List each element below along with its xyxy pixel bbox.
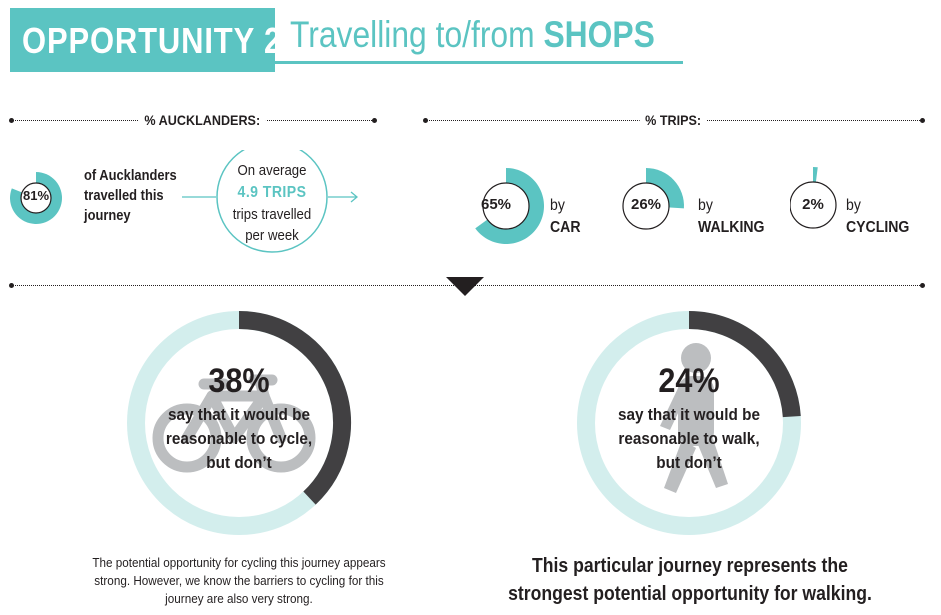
aucklanders-donut <box>10 172 63 224</box>
aucklanders-text-line: journey <box>84 207 131 224</box>
trips-walking-donut <box>622 168 684 230</box>
trips-car-by: by <box>550 197 565 214</box>
trips-cycling-label: by CYCLING <box>846 194 918 238</box>
cycle-note-line: The potential opportunity for cycling th… <box>92 555 386 570</box>
cycle-donut <box>127 311 351 535</box>
average-intro: On average <box>237 162 307 179</box>
cycle-text-line: reasonable to cycle, <box>165 429 313 448</box>
title-underline <box>275 61 683 64</box>
trips-car-donut <box>475 168 544 244</box>
trips-cycling-mode: CYCLING <box>846 219 910 236</box>
walk-note-line: strongest potential opportunity for walk… <box>508 583 872 605</box>
trips-cycling-donut <box>790 167 837 229</box>
cycle-donut-segment <box>238 311 351 505</box>
cycle-percent: 38% <box>208 362 270 400</box>
walk-text-line: but don’t <box>656 453 722 472</box>
aucklanders-text: of Aucklanders travelled this journey <box>84 166 177 226</box>
cycle-note-line: journey are also very strong. <box>165 591 313 606</box>
divider-dot <box>9 118 14 123</box>
triangle-down-icon <box>446 277 484 296</box>
header-tag: OPPORTUNITY 2 <box>10 8 281 72</box>
cycle-text-line: but don’t <box>206 453 272 472</box>
divider-dot <box>920 118 925 123</box>
trips-walking-mode: WALKING <box>698 219 765 236</box>
divider-dot <box>372 118 377 123</box>
trips-section-label: % TRIPS: <box>639 112 707 128</box>
walk-note-line: This particular journey represents the <box>532 555 848 577</box>
trips-walking-label: by WALKING <box>698 194 774 238</box>
aucklanders-text-line: of Aucklanders <box>84 167 177 184</box>
walk-text-line: reasonable to walk, <box>618 429 760 448</box>
divider-dot <box>9 283 14 288</box>
walk-text-line: say that it would be <box>618 405 760 424</box>
walk-text: say that it would be reasonable to walk,… <box>599 403 779 475</box>
trips-car-mode: CAR <box>550 219 581 236</box>
page-title: Travelling to/from SHOPS <box>290 14 655 62</box>
page-title-emphasis: SHOPS <box>543 14 655 55</box>
average-line: per week <box>245 227 299 244</box>
walk-note: This particular journey represents the s… <box>496 552 883 608</box>
aucklanders-percent: 81% <box>22 188 50 203</box>
average-trips-text: On average 4.9 TRIPS trips travelled per… <box>212 160 332 246</box>
average-trips-value: 4.9 TRIPS <box>237 184 307 201</box>
trips-car-percent: 65% <box>480 196 512 213</box>
cycle-note-line: strong. However, we know the barriers to… <box>94 573 384 588</box>
divider-dot <box>423 118 428 123</box>
average-trips-graphic <box>182 150 359 253</box>
trips-cycling-percent: 2% <box>802 196 824 213</box>
divider-dot <box>920 283 925 288</box>
walk-donut <box>577 311 801 535</box>
header-tag-text: OPPORTUNITY 2 <box>22 20 283 61</box>
page-title-prefix: Travelling to/from <box>290 14 544 55</box>
walk-percent: 24% <box>658 362 720 400</box>
walk-donut-segment <box>688 311 801 418</box>
cycle-text-line: say that it would be <box>168 405 310 424</box>
trips-walking-by: by <box>698 197 713 214</box>
bicycle-icon <box>152 374 316 473</box>
aucklanders-text-line: travelled this <box>84 187 164 204</box>
cycle-note: The potential opportunity for cycling th… <box>80 554 399 608</box>
cycle-text: say that it would be reasonable to cycle… <box>149 403 329 475</box>
aucklanders-section-label: % AUCKLANDERS: <box>139 112 266 128</box>
average-line: trips travelled <box>232 206 312 223</box>
walking-person-icon <box>660 343 728 493</box>
trips-cycling-by: by <box>846 197 861 214</box>
trips-car-label: by CAR <box>550 194 585 238</box>
trips-walking-percent: 26% <box>630 196 662 213</box>
